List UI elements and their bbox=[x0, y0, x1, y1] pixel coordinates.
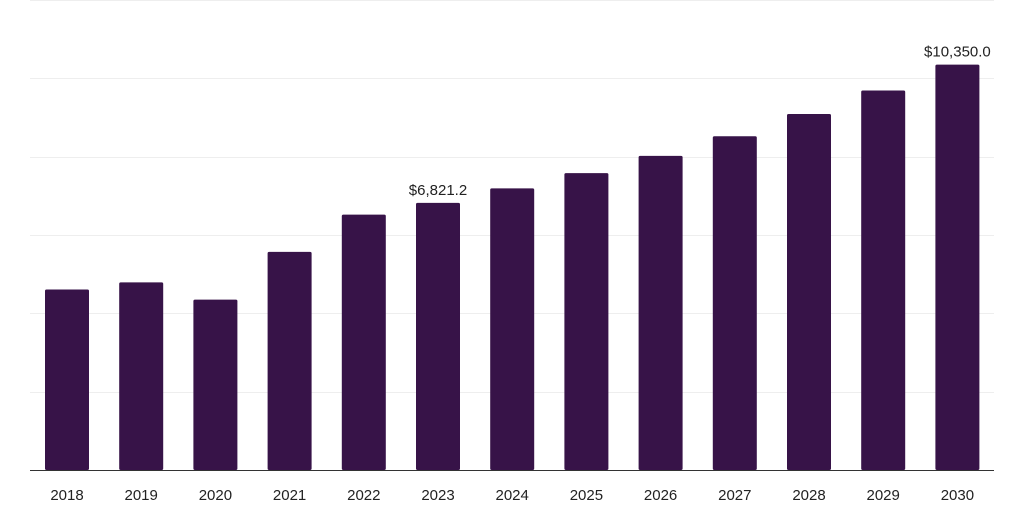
bar-2023 bbox=[416, 202, 460, 470]
bar-2025 bbox=[564, 173, 609, 470]
bar-2021 bbox=[267, 251, 312, 470]
x-tick-label: 2026 bbox=[644, 487, 677, 504]
x-tick-label: 2030 bbox=[941, 487, 974, 504]
bar-2028 bbox=[787, 113, 831, 470]
bar-2026 bbox=[638, 155, 683, 470]
bar-2030 bbox=[935, 64, 980, 470]
bar-2019 bbox=[119, 282, 164, 470]
x-tick-label: 2022 bbox=[347, 487, 380, 504]
bar-2029 bbox=[861, 90, 906, 470]
bar-2018 bbox=[45, 289, 89, 470]
x-tick-label: 2029 bbox=[867, 487, 900, 504]
data-label: $10,350.0 bbox=[924, 44, 991, 61]
x-tick-label: 2025 bbox=[570, 487, 603, 504]
bar-2024 bbox=[490, 188, 535, 470]
bars bbox=[45, 64, 980, 471]
x-tick-label: 2018 bbox=[50, 487, 83, 504]
bar-2020 bbox=[193, 299, 238, 470]
x-axis: 2018 2019 2020 2021 2022 2023 2024 2025 2026 2027… bbox=[30, 470, 994, 504]
x-tick-label: 2028 bbox=[792, 487, 825, 504]
x-tick-label: 2019 bbox=[125, 487, 158, 504]
x-tick-label: 2024 bbox=[496, 487, 529, 504]
x-tick-label: 2027 bbox=[718, 487, 751, 504]
data-labels: $6,821.2 $10,350.0 bbox=[409, 44, 991, 199]
bar-2022 bbox=[341, 214, 386, 470]
x-tick-label: 2020 bbox=[199, 487, 232, 504]
x-tick-label: 2023 bbox=[421, 487, 454, 504]
data-label: $6,821.2 bbox=[409, 182, 467, 199]
x-tick-label: 2021 bbox=[273, 487, 306, 504]
bar-2027 bbox=[712, 136, 757, 471]
